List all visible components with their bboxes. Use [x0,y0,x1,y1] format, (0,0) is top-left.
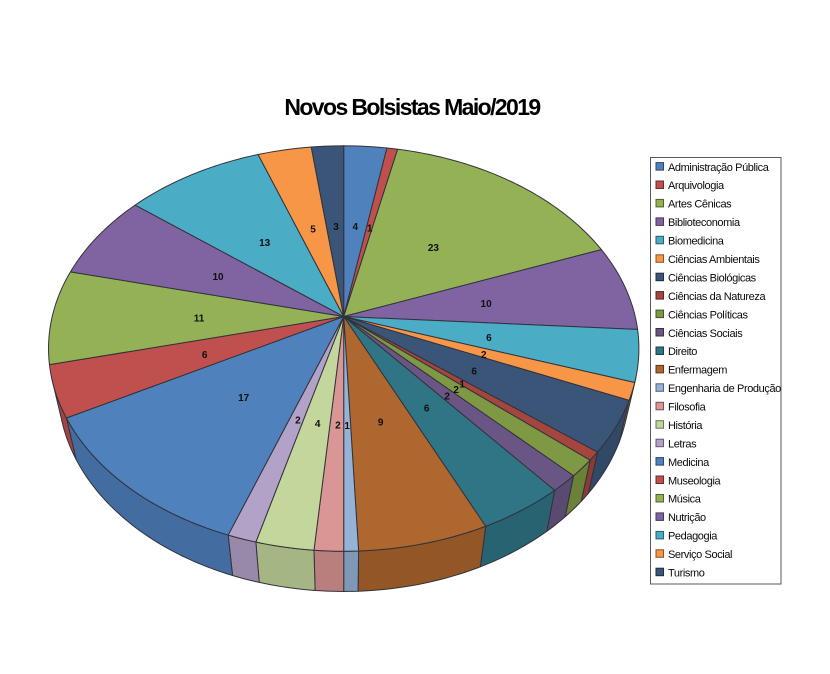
svg-text:1: 1 [459,380,465,391]
svg-text:Engenharia de Produção: Engenharia de Produção [668,383,781,395]
svg-text:2: 2 [295,416,301,427]
svg-text:Enfermagem: Enfermagem [668,365,727,377]
svg-text:Biblioteconomia: Biblioteconomia [668,217,741,229]
svg-text:Ciências da Natureza: Ciências da Natureza [668,291,766,303]
svg-text:9: 9 [378,418,384,429]
svg-text:Direito: Direito [668,346,697,358]
svg-text:Pedagogia: Pedagogia [668,531,718,543]
svg-text:Música: Música [668,494,702,506]
svg-text:Letras: Letras [668,438,697,450]
svg-text:Ciências Sociais: Ciências Sociais [668,328,743,340]
svg-text:1: 1 [344,421,350,432]
svg-text:Administração Pública: Administração Pública [668,162,770,174]
svg-text:4: 4 [315,419,321,430]
svg-text:Biomedicina: Biomedicina [668,236,725,248]
svg-text:Filosofia: Filosofia [668,402,707,414]
svg-text:10: 10 [212,272,224,283]
svg-text:2: 2 [481,350,487,361]
svg-text:História: História [668,420,703,432]
svg-text:11: 11 [194,314,205,325]
svg-text:17: 17 [238,393,250,404]
svg-text:3: 3 [333,222,339,233]
svg-text:6: 6 [424,403,430,414]
svg-text:13: 13 [259,238,271,249]
svg-text:Serviço Social: Serviço Social [668,549,732,561]
svg-text:2: 2 [453,385,459,396]
svg-text:6: 6 [486,333,492,344]
svg-text:1: 1 [367,224,373,235]
svg-text:5: 5 [310,224,316,235]
svg-text:Medicina: Medicina [668,457,710,469]
svg-text:2: 2 [444,392,450,403]
svg-text:Ciências Ambientais: Ciências Ambientais [668,254,760,266]
svg-text:Ciências Políticas: Ciências Políticas [668,309,749,321]
svg-text:Artes Cênicas: Artes Cênicas [668,199,732,211]
svg-text:10: 10 [481,299,493,310]
svg-text:Novos Bolsistas Maio/2019: Novos Bolsistas Maio/2019 [284,94,540,120]
svg-text:Arquivologia: Arquivologia [668,180,725,192]
svg-text:23: 23 [428,243,440,254]
svg-text:2: 2 [335,421,341,432]
svg-text:Museologia: Museologia [668,475,722,487]
svg-text:Turismo: Turismo [668,568,705,580]
svg-text:6: 6 [202,350,208,361]
svg-text:6: 6 [471,366,477,377]
svg-text:Nutrição: Nutrição [668,512,706,524]
svg-text:4: 4 [353,222,359,233]
svg-text:Ciências Biológicas: Ciências Biológicas [668,272,757,284]
